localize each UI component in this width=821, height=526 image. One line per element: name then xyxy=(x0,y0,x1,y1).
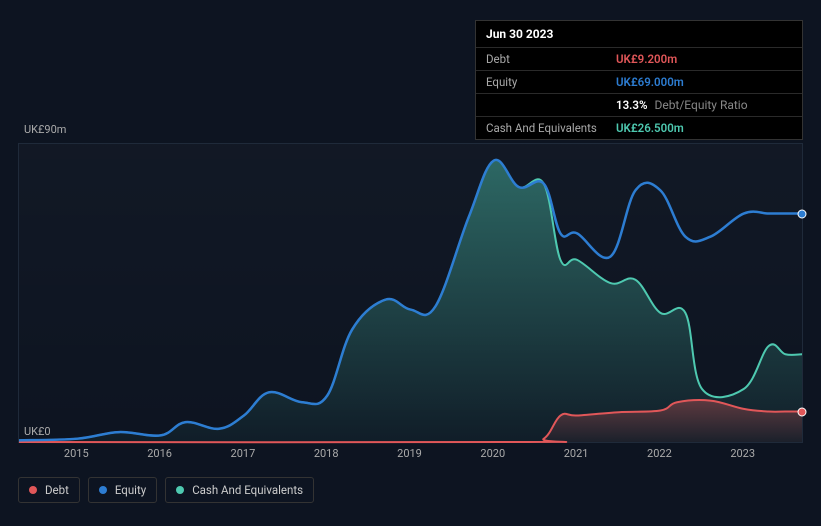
tooltip-equity-value: UK£69.000m xyxy=(616,75,684,89)
tooltip-debt-label: Debt xyxy=(486,52,616,66)
legend-equity-label: Equity xyxy=(115,483,146,497)
legend-item-debt[interactable]: Debt xyxy=(18,477,80,503)
x-tick: 2017 xyxy=(231,447,256,460)
x-axis: 2015 2016 2017 2018 2019 2020 2021 2022 2023 xyxy=(18,447,803,467)
x-tick: 2020 xyxy=(480,447,505,460)
tooltip-row-equity: Equity UK£69.000m xyxy=(476,70,802,93)
x-tick: 2023 xyxy=(730,447,755,460)
x-tick: 2018 xyxy=(314,447,339,460)
chart-svg xyxy=(19,144,802,442)
tooltip-row-ratio: 13.3% Debt/Equity Ratio xyxy=(476,93,802,116)
debt-dot-icon xyxy=(29,486,37,494)
data-tooltip: Jun 30 2023 Debt UK£9.200m Equity UK£69.… xyxy=(475,20,803,140)
legend-cash-label: Cash And Equivalents xyxy=(192,483,303,497)
equity-marker-icon xyxy=(798,209,807,218)
legend-debt-label: Debt xyxy=(45,483,69,497)
tooltip-row-debt: Debt UK£9.200m xyxy=(476,47,802,70)
tooltip-ratio-wrap: 13.3% Debt/Equity Ratio xyxy=(616,98,748,112)
tooltip-cash-value: UK£26.500m xyxy=(616,121,684,135)
tooltip-ratio-value: 13.3% xyxy=(616,98,647,112)
chart-container: UK£90m UK£0 2015201620172018201920202021… xyxy=(18,125,803,506)
tooltip-ratio-spacer xyxy=(486,98,616,112)
tooltip-row-cash: Cash And Equivalents UK£26.500m xyxy=(476,116,802,139)
tooltip-equity-label: Equity xyxy=(486,75,616,89)
equity-dot-icon xyxy=(99,486,107,494)
x-tick: 2015 xyxy=(64,447,89,460)
tooltip-cash-label: Cash And Equivalents xyxy=(486,121,616,135)
x-tick: 2022 xyxy=(647,447,672,460)
tooltip-date: Jun 30 2023 xyxy=(476,21,802,47)
legend: Debt Equity Cash And Equivalents xyxy=(18,477,314,503)
debt-marker-icon xyxy=(798,407,807,416)
y-axis-top-label: UK£90m xyxy=(24,123,66,136)
x-tick: 2021 xyxy=(564,447,589,460)
legend-item-equity[interactable]: Equity xyxy=(88,477,157,503)
plot-area[interactable] xyxy=(18,143,803,443)
legend-item-cash[interactable]: Cash And Equivalents xyxy=(165,477,314,503)
cash-dot-icon xyxy=(176,486,184,494)
x-tick: 2016 xyxy=(147,447,172,460)
tooltip-ratio-suffix: Debt/Equity Ratio xyxy=(654,98,747,112)
x-tick: 2019 xyxy=(397,447,422,460)
tooltip-debt-value: UK£9.200m xyxy=(616,52,677,66)
